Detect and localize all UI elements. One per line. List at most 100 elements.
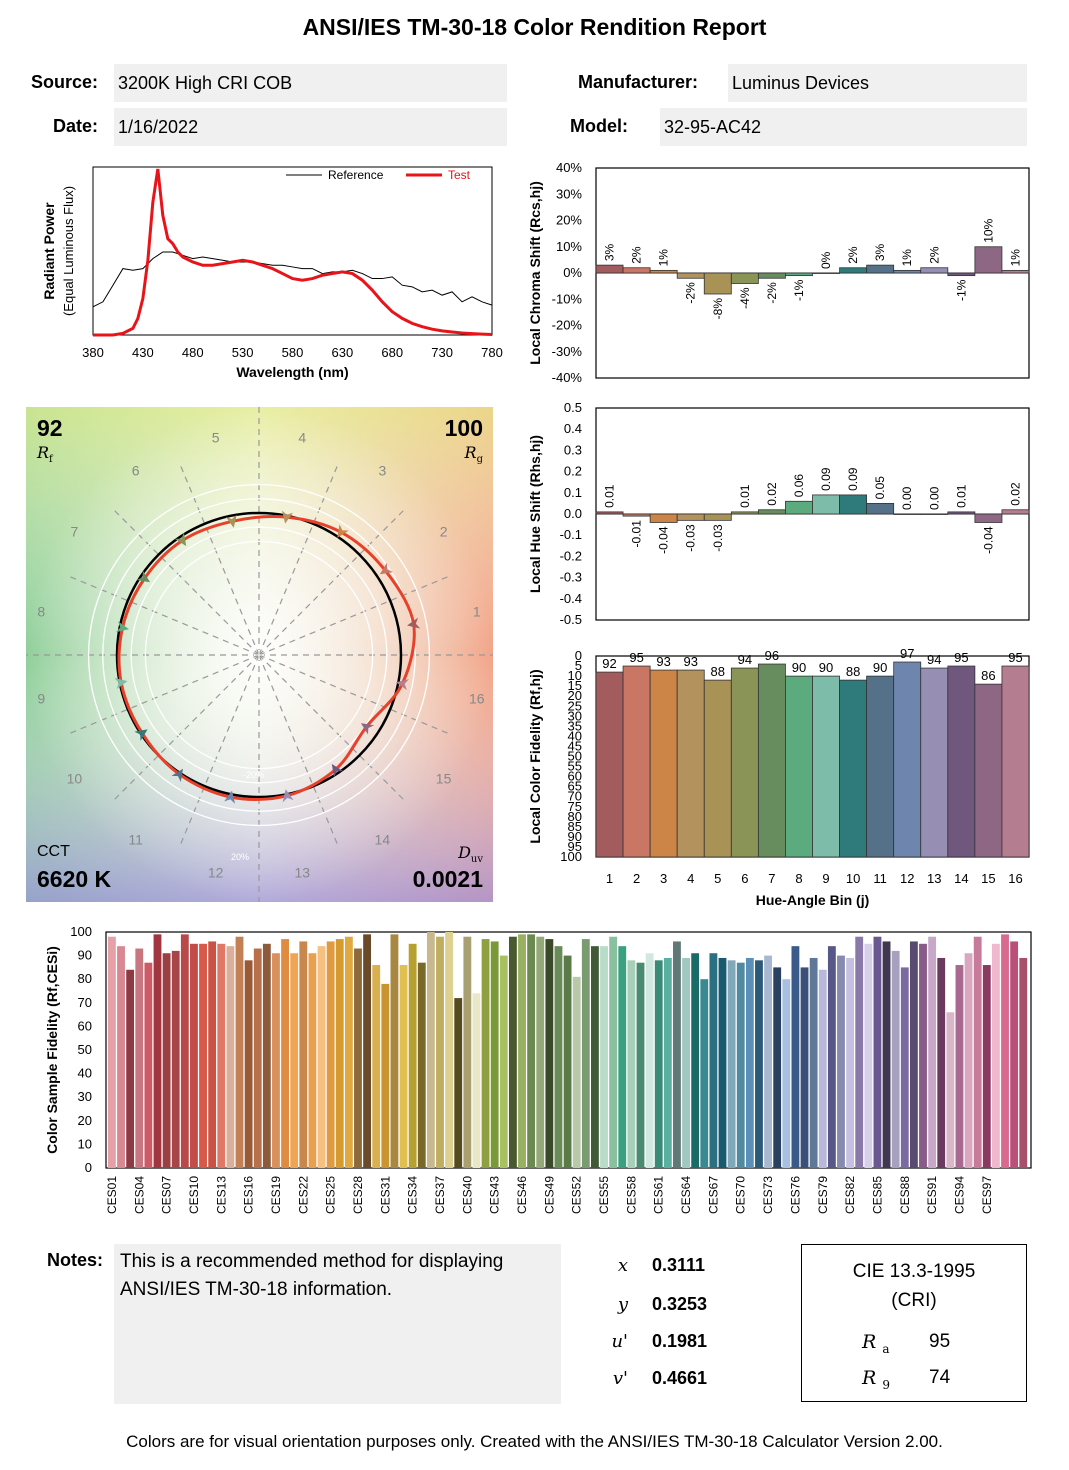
- ces-xtick-label: CES16: [242, 1176, 256, 1214]
- ces-bar: [381, 983, 390, 1168]
- ces-bar: [618, 946, 627, 1168]
- xtick-label: 13: [927, 871, 941, 886]
- ces-bar: [800, 967, 809, 1168]
- ces-bar: [144, 962, 153, 1168]
- bar-bin-8: [785, 675, 813, 858]
- ytick-label: 100: [560, 849, 582, 864]
- ces-xtick-label: CES97: [980, 1176, 994, 1214]
- bar-value-label: 0.00: [900, 486, 914, 510]
- report-title: ANSI/IES TM-30-18 Color Rendition Report: [302, 14, 767, 40]
- ces-bar: [964, 953, 973, 1168]
- hue-shift-arrow: [331, 764, 344, 778]
- bar-bin-13: [920, 667, 949, 858]
- ces-bar: [955, 965, 964, 1168]
- bar-bin-4: [676, 513, 705, 521]
- reference-ring: [87, 483, 431, 827]
- bin-number-label: 12: [208, 865, 224, 881]
- ces-xtick-label: CES91: [925, 1176, 939, 1214]
- ces-ytick-label: 70: [78, 995, 92, 1010]
- hue-shift-arrow: [136, 570, 150, 583]
- bin-number-label: 15: [436, 770, 452, 786]
- bar-value-label: 90: [792, 660, 806, 675]
- ces-xtick-label: CES22: [296, 1176, 310, 1214]
- bar-bin-6: [730, 667, 759, 858]
- bar-bin-8: [785, 272, 813, 277]
- ytick-label: 0.2: [564, 464, 582, 479]
- yaxis-title: Local Hue Shift (Rhs,hj): [527, 435, 543, 593]
- spd-xtick-label: 530: [232, 345, 254, 360]
- ces-xtick-label: CES43: [488, 1176, 502, 1214]
- bar-bin-14: [947, 665, 976, 858]
- bar-value-label: 2%: [927, 246, 941, 264]
- ces-bar: [973, 936, 982, 1168]
- rg-label: Rg: [464, 443, 483, 466]
- ces-xtick-label: CES55: [597, 1176, 611, 1214]
- bar-value-label: -2%: [765, 282, 779, 304]
- ytick-label: 30%: [556, 186, 582, 201]
- bar-value-label: 0.01: [738, 484, 752, 508]
- bar-bin-16: [1001, 269, 1030, 274]
- r9-value: 74: [929, 1367, 951, 1388]
- ytick-label: 20: [568, 688, 582, 703]
- xtick-label: 12: [900, 871, 914, 886]
- ces-bar: [727, 960, 736, 1168]
- bar-value-label: -2%: [684, 282, 698, 304]
- bar-value-label: 86: [981, 668, 995, 683]
- spd-xtick-label: 780: [481, 345, 503, 360]
- manufacturer-value: Luminus Devices: [728, 64, 1027, 102]
- bar-bin-2: [622, 267, 651, 274]
- xtick-label: 15: [981, 871, 995, 886]
- ces-bar: [627, 960, 636, 1168]
- y-value: 0.3253: [652, 1294, 708, 1314]
- ces-bar: [709, 953, 718, 1168]
- bar-bin-7: [757, 509, 786, 515]
- ytick-label: 0.3: [564, 442, 582, 457]
- ces-ytick-label: 30: [78, 1089, 92, 1104]
- bar-bin-6: [730, 511, 759, 515]
- u-label: u': [611, 1331, 628, 1352]
- u-value: 0.1981: [652, 1331, 708, 1351]
- ces-bar: [153, 934, 162, 1168]
- ces-bar: [673, 941, 681, 1168]
- ces-xtick-label: CES46: [515, 1176, 529, 1214]
- spd-xtick-label: 480: [182, 345, 204, 360]
- ces-bar: [745, 957, 754, 1168]
- ces-ytick-label: 80: [78, 971, 92, 986]
- bar-bin-16: [1001, 509, 1030, 515]
- xtick-label: 7: [768, 871, 775, 886]
- bar-bin-3: [649, 269, 678, 274]
- bar-value-label: 1%: [657, 249, 671, 267]
- bar-value-label: 92: [602, 656, 616, 671]
- xtick-label: 14: [954, 871, 968, 886]
- ces-bar: [946, 1012, 955, 1168]
- ces-xtick-label: CES04: [132, 1176, 146, 1214]
- ytick-label: 10: [568, 668, 582, 683]
- spd-xtick-label: 680: [381, 345, 403, 360]
- bar-bin-7: [757, 663, 786, 858]
- bar-value-label: 0.05: [873, 476, 887, 500]
- ytick-label: 40: [568, 728, 582, 743]
- date-label: Date:: [52, 116, 98, 136]
- cct-label: CCT: [37, 843, 70, 860]
- spd-test-line: [93, 168, 493, 337]
- ces-bar: [791, 946, 800, 1168]
- ytick-label: -0.2: [560, 548, 582, 563]
- source-value: 3200K High CRI COB: [114, 64, 507, 102]
- ces-bar: [782, 979, 791, 1168]
- ces-bar: [591, 946, 599, 1168]
- bar-value-label: -0.04: [981, 526, 995, 554]
- xtick-label: 4: [687, 871, 694, 886]
- yaxis-title: Local Chroma Shift (Rcs,hj): [527, 181, 543, 365]
- bin-number-label: 9: [37, 690, 45, 706]
- ytick-label: 90: [568, 829, 582, 844]
- ces-bar: [454, 998, 463, 1168]
- xtick-label: 5: [714, 871, 721, 886]
- ces-xtick-label: CES34: [406, 1176, 420, 1214]
- ytick-label: 20%: [556, 213, 582, 228]
- spd-xtick-label: 430: [132, 345, 154, 360]
- notes-text: This is a recommended method for display…: [114, 1244, 561, 1404]
- ytick-label: 70: [568, 789, 582, 804]
- ces-yaxis-title: Color Sample Fidelity (Rf,CESi): [44, 946, 60, 1154]
- xtick-label: 11: [873, 871, 887, 886]
